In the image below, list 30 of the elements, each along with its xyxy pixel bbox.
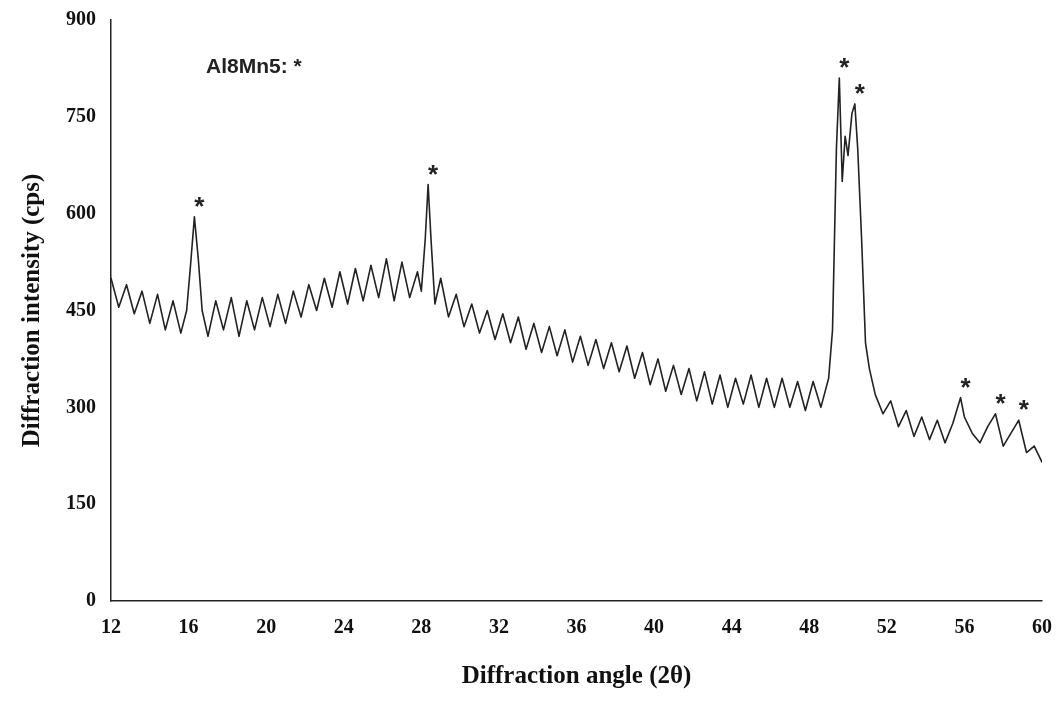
x-tick-label: 36 [566, 615, 587, 638]
x-tick-label: 16 [178, 615, 199, 638]
annotation: Al8Mn5: * [206, 54, 303, 78]
annotation: * [428, 158, 440, 189]
x-tick-label: 32 [488, 615, 509, 638]
y-tick-label: 0 [86, 588, 96, 611]
annotation: * [854, 78, 866, 109]
x-tick-label: 28 [411, 615, 432, 638]
y-tick-label: 900 [66, 7, 96, 30]
y-tick-label: 750 [66, 104, 96, 127]
x-tick-label: 60 [1032, 615, 1052, 638]
y-tick-label: 300 [66, 394, 96, 417]
x-tick-label: 24 [333, 615, 354, 638]
annotation: * [995, 387, 1007, 418]
x-tick-label: 52 [876, 615, 897, 638]
x-tick-label: 20 [256, 615, 277, 638]
y-axis-title: Diffraction intensity (cps) [17, 173, 46, 448]
y-tick-label: 150 [66, 491, 96, 514]
annotation: * [839, 52, 851, 83]
x-tick-label: 56 [954, 615, 975, 638]
x-tick-label: 48 [799, 615, 820, 638]
x-axis-title: Diffraction angle (2θ) [461, 661, 692, 690]
y-tick-label: 600 [66, 200, 96, 223]
x-tick-label: 40 [644, 615, 665, 638]
annotation: * [194, 191, 206, 222]
y-tick-label: 450 [66, 297, 96, 320]
annotation: * [960, 371, 972, 402]
x-tick-label: 12 [101, 615, 121, 638]
annotation: * [1018, 394, 1030, 425]
x-tick-label: 44 [721, 615, 742, 638]
